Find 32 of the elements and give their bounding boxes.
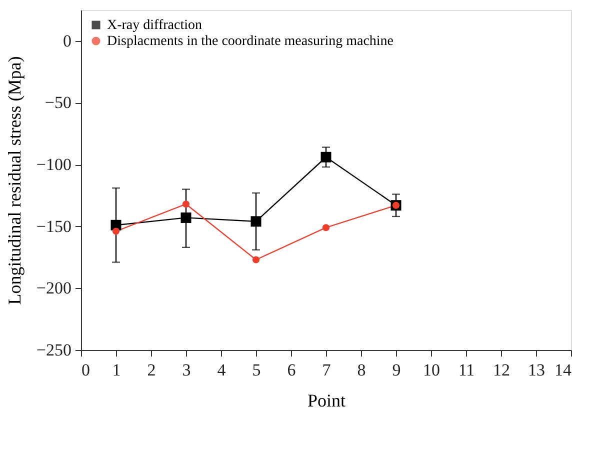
point: [250, 216, 262, 227]
x-tick-label: 11: [458, 360, 475, 380]
x-axis-title: Point: [307, 390, 346, 410]
y-axis-title: Longitudinal residual stress (Mpa): [4, 56, 24, 305]
x-tick-label: 9: [392, 360, 401, 380]
y-tick-label: −250: [36, 340, 72, 360]
x-tick-label: 12: [493, 360, 510, 380]
y-tick-label: −100: [36, 155, 72, 174]
x-tick-label: 7: [322, 360, 332, 380]
x-tick-label: 14: [554, 360, 572, 380]
point: [112, 228, 120, 235]
point: [252, 256, 260, 264]
x-tick-label: 2: [147, 360, 156, 380]
x-tick-label: 4: [217, 360, 226, 380]
y-tick-label: −150: [36, 216, 72, 236]
x-tick-label: 13: [528, 360, 545, 380]
point: [180, 212, 192, 223]
x-tick-label: 1: [112, 360, 121, 380]
y-tick-label: −200: [36, 278, 72, 298]
legend-label: X-ray diffraction: [107, 18, 202, 33]
x-tick-label: 3: [182, 360, 191, 380]
x-tick-label: 8: [357, 360, 366, 380]
point: [322, 224, 330, 232]
y-tick-label: −50: [44, 93, 72, 112]
point: [182, 200, 190, 208]
y-tick-label: 0: [63, 31, 72, 50]
x-tick-label: 6: [287, 360, 296, 380]
legend-label: Displacments in the coordinate measuring machine: [107, 34, 394, 49]
x-tick-label: 10: [423, 360, 440, 380]
x-tick-label: 5: [252, 360, 261, 380]
x-tick-label: 0: [82, 360, 90, 380]
point: [320, 152, 332, 162]
